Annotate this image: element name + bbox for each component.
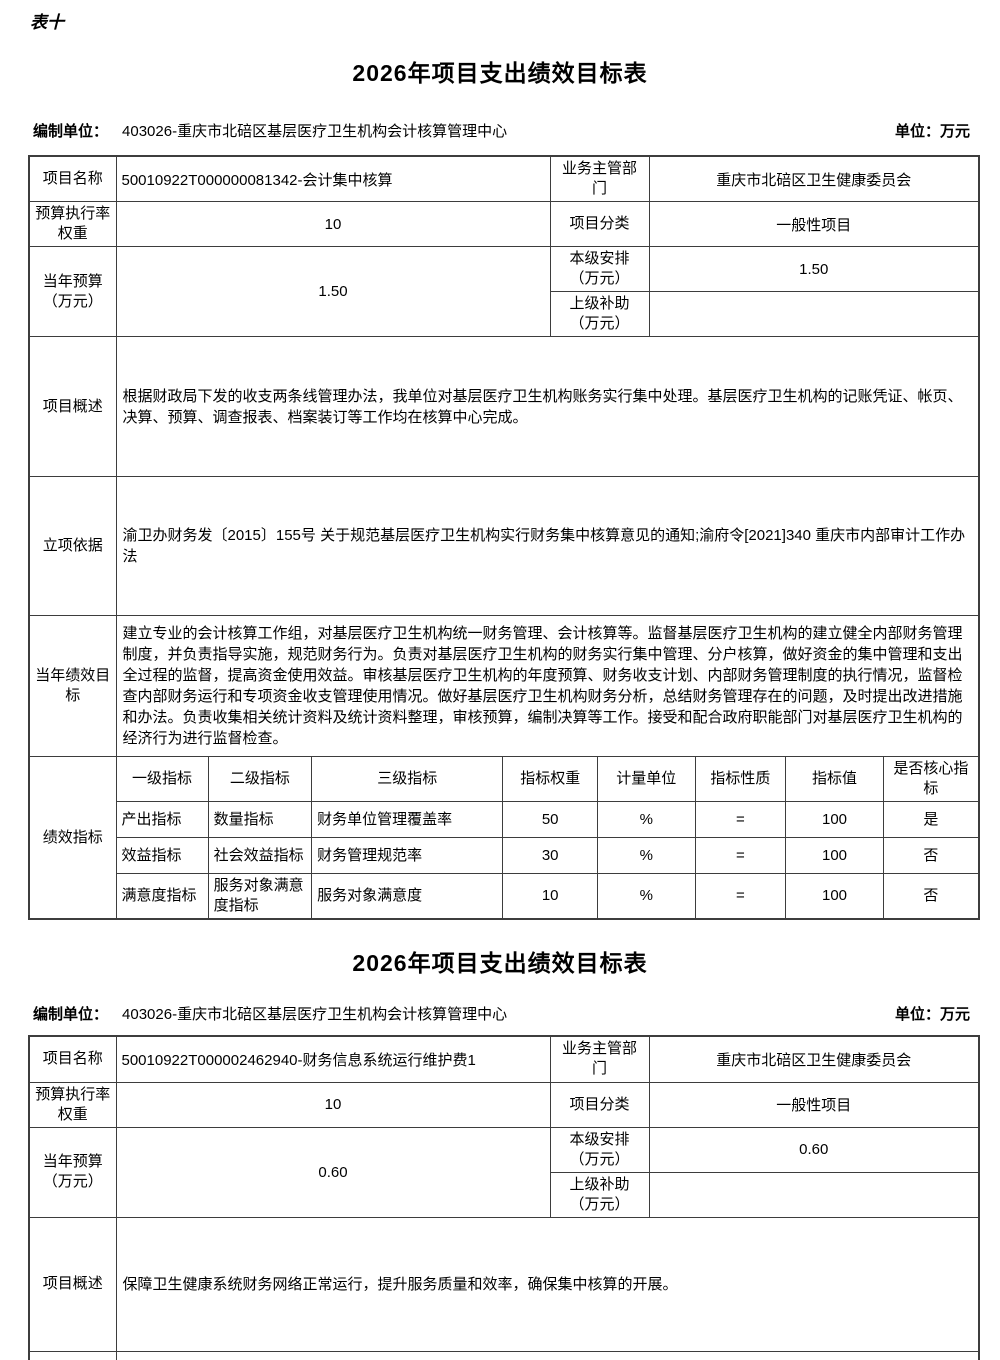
annual-budget-value: 0.60	[115, 1126, 551, 1218]
overview-label: 项目概述	[28, 336, 117, 477]
indicator-cell: 产出指标	[117, 801, 209, 838]
dept-label: 业务主管部 门	[549, 1035, 650, 1083]
category-value: 一般性项目	[648, 201, 980, 247]
indicator-cell: %	[597, 873, 696, 918]
project-name-label: 项目名称	[28, 1035, 117, 1083]
prepared-by-value: 403026-重庆市北碚区基层医疗卫生机构会计核算管理中心	[122, 1006, 508, 1023]
superior-subsidy-label: 上级补助 （万元）	[549, 291, 650, 337]
table-number-label: 表十	[30, 13, 64, 32]
category-label: 项目分类	[549, 1081, 650, 1128]
indicators-cell: 一级指标 二级指标 三级指标 指标权重 计量单位 指标性质 指标值 是否核心指 …	[115, 756, 980, 920]
indicator-row: 效益指标 社会效益指标 财务管理规范率 30 % = 100 否	[117, 837, 978, 874]
category-label: 项目分类	[549, 201, 650, 247]
prepared-by-2: 编制单位： 403026-重庆市北碚区基层医疗卫生机构会计核算管理中心	[33, 1003, 507, 1024]
indicator-cell: 10	[502, 873, 598, 918]
local-arrangement-value: 1.50	[648, 246, 980, 292]
indicator-row: 产出指标 数量指标 财务单位管理覆盖率 50 % = 100 是	[117, 801, 978, 838]
prepared-by-label: 编制单位：	[33, 1006, 109, 1023]
indicator-cell: 服务对象满意 度指标	[207, 873, 313, 918]
performance-table-1: 项目名称 50010922T000000081342-会计集中核算 业务主管部 …	[28, 155, 980, 920]
indicators-label: 绩效指标	[28, 756, 117, 920]
prepared-by-label: 编制单位：	[33, 123, 109, 140]
exec-weight-label: 预算执行率 权重	[28, 201, 117, 247]
indicator-cell: 财务管理规范率	[311, 837, 504, 874]
exec-weight-value: 10	[115, 201, 551, 247]
indicator-cell: 效益指标	[117, 837, 209, 874]
indicator-cell: 满意度指标	[117, 873, 209, 918]
indicator-header-level1: 一级指标	[117, 757, 209, 802]
indicator-cell: 是	[882, 801, 978, 838]
indicator-cell: 否	[882, 873, 978, 918]
page-title-2: 2026年项目支出绩效目标表	[352, 950, 648, 976]
basis-label: 立项依据	[28, 476, 117, 616]
exec-weight-label: 预算执行率 权重	[28, 1081, 117, 1128]
annual-budget-label: 当年预算 （万元）	[28, 1126, 117, 1218]
exec-weight-value: 10	[115, 1081, 551, 1128]
indicator-header-unit: 计量单位	[597, 757, 696, 802]
indicator-cell: =	[694, 837, 787, 874]
project-name-value: 50010922T000002462940-财务信息系统运行维护费1	[115, 1035, 551, 1083]
prepared-by-value: 403026-重庆市北碚区基层医疗卫生机构会计核算管理中心	[122, 123, 508, 140]
indicator-header-level3: 三级指标	[311, 757, 504, 802]
indicator-cell: 财务单位管理覆盖率	[311, 801, 504, 838]
category-value: 一般性项目	[648, 1081, 980, 1128]
indicator-cell: =	[694, 873, 787, 918]
goal-label: 当年绩效目 标	[28, 615, 117, 757]
indicator-header-level2: 二级指标	[207, 757, 313, 802]
indicator-header-nature: 指标性质	[694, 757, 787, 802]
indicator-cell: 否	[882, 837, 978, 874]
local-arrangement-label: 本级安排 （万元）	[549, 246, 650, 292]
superior-subsidy-value	[648, 1171, 980, 1218]
indicator-cell: 数量指标	[207, 801, 313, 838]
goal-text: 建立专业的会计核算工作组，对基层医疗卫生机构统一财务管理、会计核算等。监督基层医…	[115, 615, 980, 757]
local-arrangement-label: 本级安排 （万元）	[549, 1126, 650, 1173]
prepared-by: 编制单位： 403026-重庆市北碚区基层医疗卫生机构会计核算管理中心	[33, 120, 507, 141]
indicator-cell: 100	[785, 873, 884, 918]
basis-text: 渝卫办财务发〔2015〕155号 关于规范基层医疗卫生机构实行财务集中核算意见的…	[115, 476, 980, 616]
meta-row: 编制单位： 403026-重庆市北碚区基层医疗卫生机构会计核算管理中心 单位：万元	[33, 120, 970, 141]
indicator-header-value: 指标值	[785, 757, 884, 802]
indicator-cell: %	[597, 801, 696, 838]
performance-table-2: 项目名称 50010922T000002462940-财务信息系统运行维护费1 …	[28, 1035, 980, 1360]
dept-label: 业务主管部 门	[549, 155, 650, 202]
indicator-cell: =	[694, 801, 787, 838]
superior-subsidy-value	[648, 291, 980, 337]
project-name-label: 项目名称	[28, 155, 117, 202]
overview-label: 项目概述	[28, 1216, 117, 1352]
project-name-value: 50010922T000000081342-会计集中核算	[115, 155, 551, 202]
indicator-cell: 100	[785, 801, 884, 838]
indicator-header-core: 是否核心指 标	[882, 757, 978, 802]
dept-value: 重庆市北碚区卫生健康委员会	[648, 1035, 980, 1083]
unit-label: 单位：万元	[894, 123, 970, 140]
meta-row-2: 编制单位： 403026-重庆市北碚区基层医疗卫生机构会计核算管理中心 单位：万元	[33, 1003, 970, 1024]
annual-budget-label: 当年预算 （万元）	[28, 246, 117, 337]
overview-text: 根据财政局下发的收支两条线管理办法，我单位对基层医疗卫生机构账务实行集中处理。基…	[115, 336, 980, 477]
dept-value: 重庆市北碚区卫生健康委员会	[648, 155, 980, 202]
indicator-cell: 社会效益指标	[207, 837, 313, 874]
annual-budget-value: 1.50	[115, 246, 551, 337]
indicator-cell: 50	[502, 801, 598, 838]
clipped-row-label	[28, 1350, 117, 1360]
superior-subsidy-label: 上级补助 （万元）	[549, 1171, 650, 1218]
indicators-table: 一级指标 二级指标 三级指标 指标权重 计量单位 指标性质 指标值 是否核心指 …	[117, 757, 978, 918]
indicator-cell: 30	[502, 837, 598, 874]
indicator-cell: 服务对象满意度	[311, 873, 504, 918]
indicator-cell: 100	[785, 837, 884, 874]
overview-text: 保障卫生健康系统财务网络正常运行，提升服务质量和效率，确保集中核算的开展。	[115, 1216, 980, 1352]
indicator-cell: %	[597, 837, 696, 874]
clipped-row-value	[115, 1350, 980, 1360]
page-title: 2026年项目支出绩效目标表	[352, 60, 648, 86]
local-arrangement-value: 0.60	[648, 1126, 980, 1173]
unit-label: 单位：万元	[894, 1006, 970, 1023]
indicator-row: 满意度指标 服务对象满意 度指标 服务对象满意度 10 % = 100 否	[117, 873, 978, 918]
indicator-header-weight: 指标权重	[502, 757, 598, 802]
